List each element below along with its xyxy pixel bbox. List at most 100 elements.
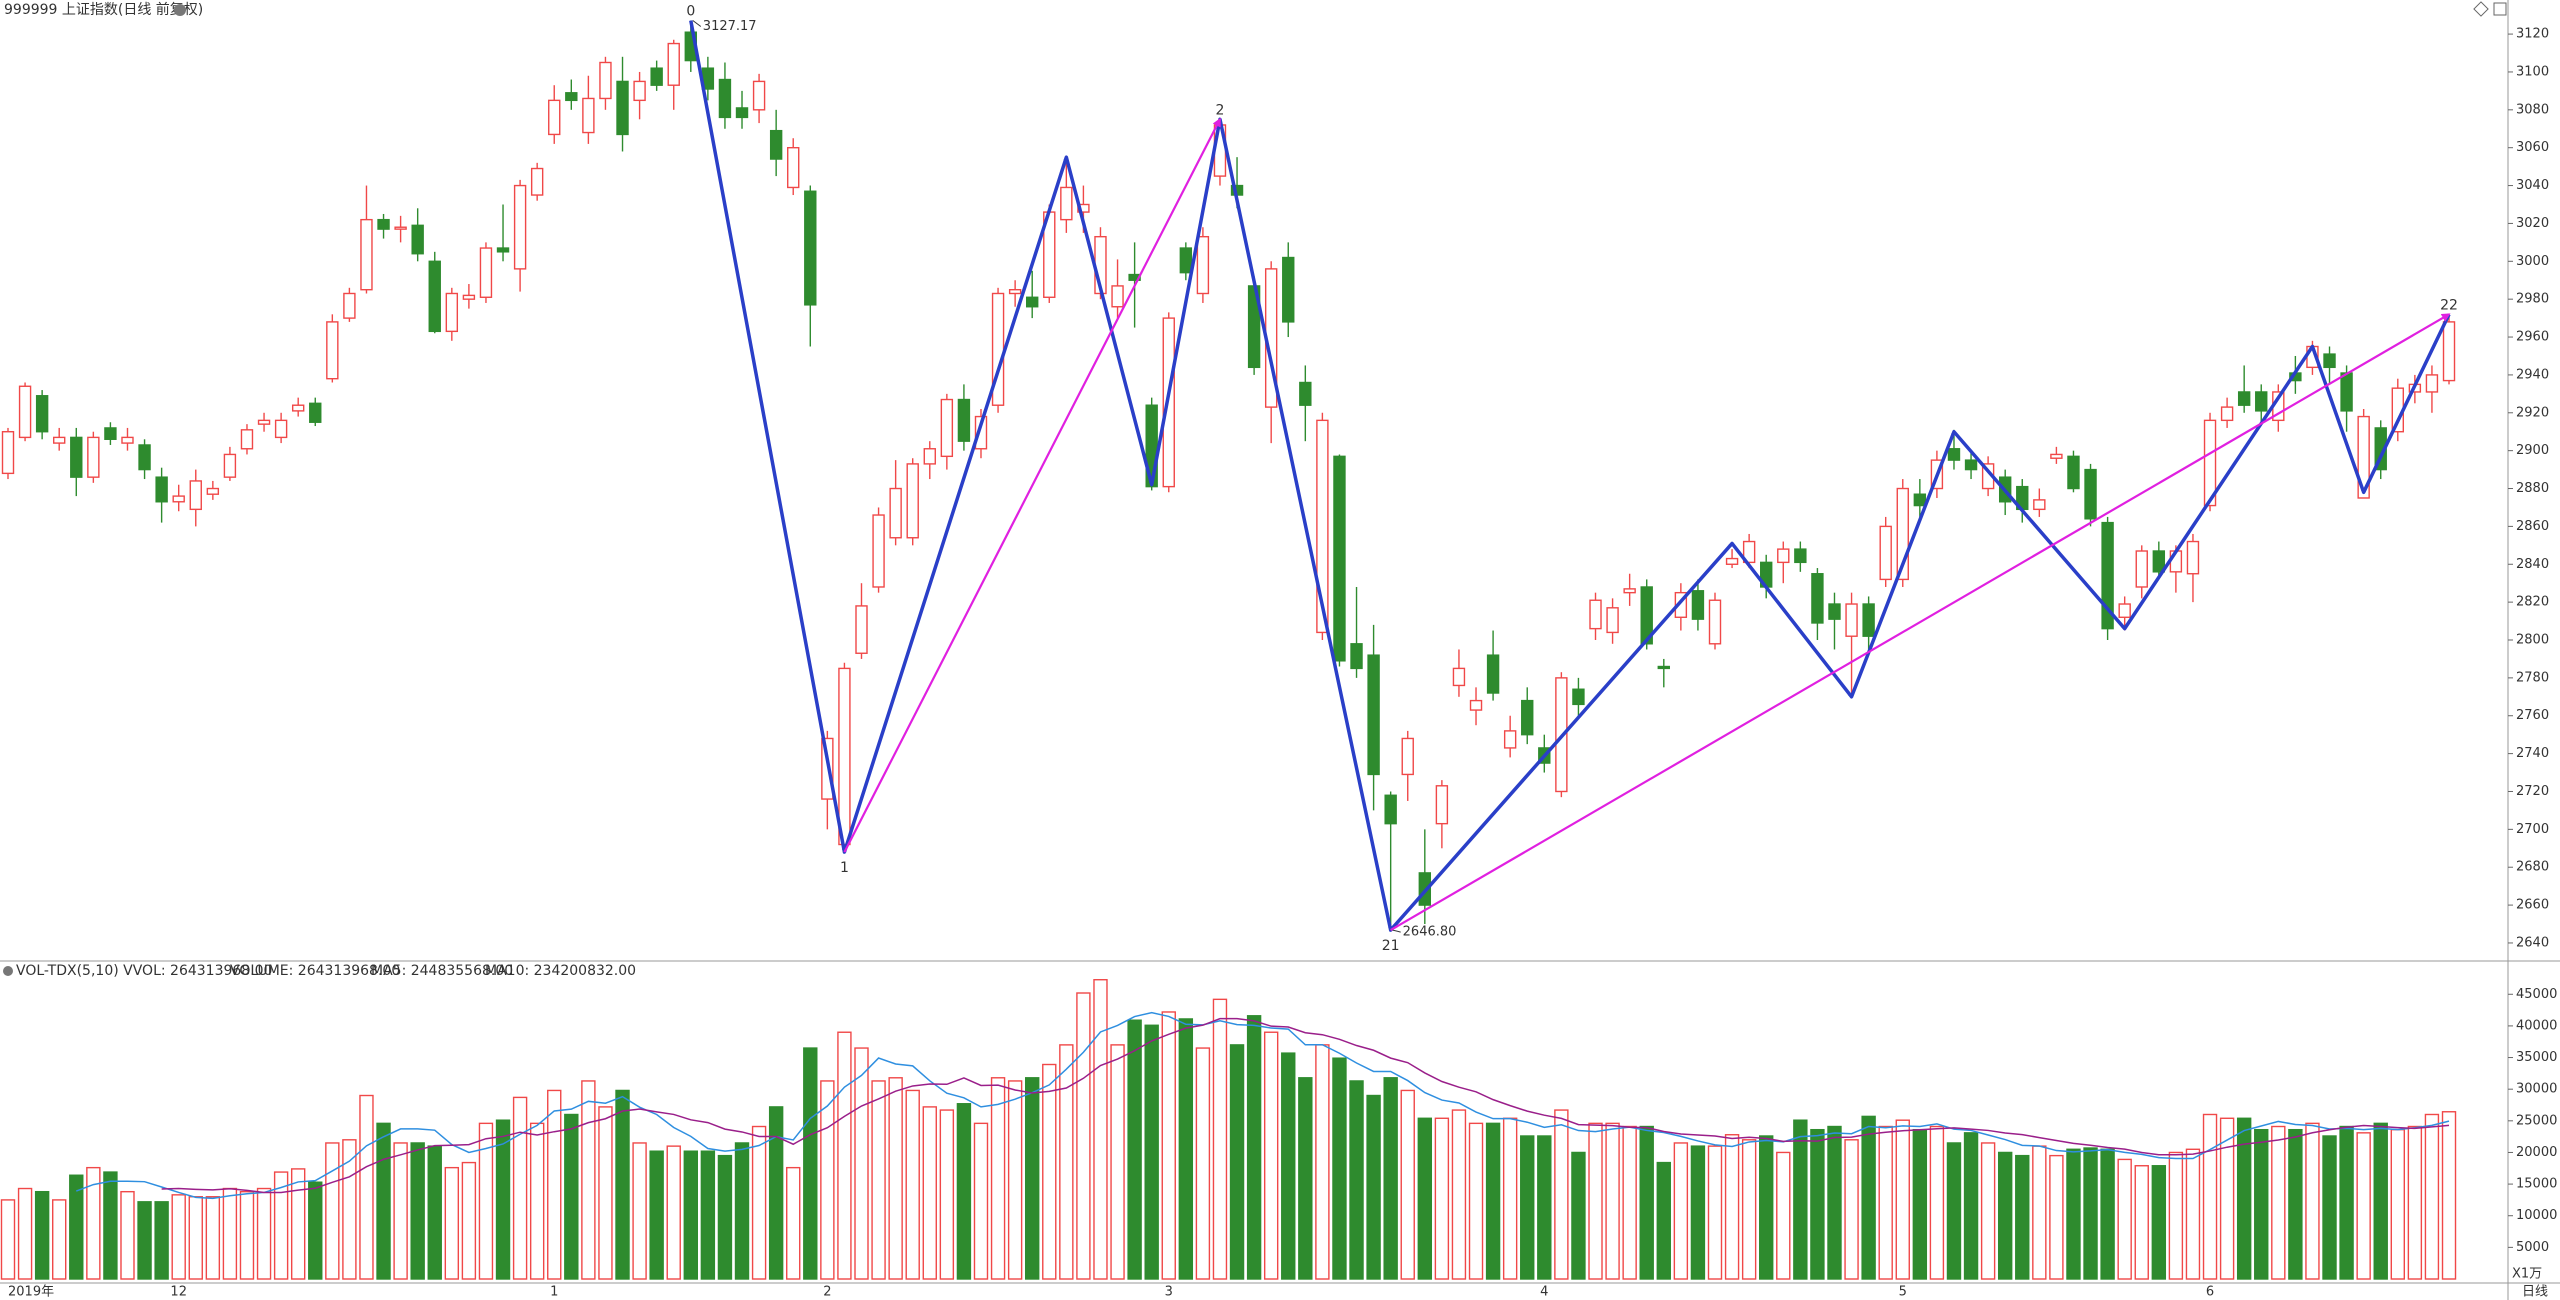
volume-bar [512,1096,528,1280]
candle-body [1862,603,1875,637]
indicator-label: VOL-TDX(5,10) VVOL: 264313968.00 [16,963,272,979]
volume-bar [939,1109,955,1280]
candle-body [582,97,595,134]
volume-bar [837,1031,852,1280]
indicator-label: MA5: 244835568.00 [371,963,513,979]
y-tick-label: 3020 [2516,216,2549,231]
candle-body [2237,391,2251,406]
volume-bar [2100,1148,2115,1280]
candle-body [1828,603,1841,620]
candle-body [1316,419,1329,634]
volume-bar [1451,1109,1467,1280]
candle-body [206,487,220,495]
indicator-label: VOLUME: 264313968.00 [230,963,400,979]
volume-bar [290,1168,306,1280]
volume-bar [564,1113,579,1280]
volume-bar [2083,1147,2098,1280]
y-tick-label: 3060 [2516,140,2549,155]
candle-body [650,67,663,86]
volume-bar [803,1047,818,1280]
volume-bar [1161,1011,1176,1280]
pivot-label: 1 [840,860,849,876]
volume-bar [2254,1128,2269,1280]
candle-body [2186,540,2200,575]
candle-body [155,476,168,503]
volume-bar [1895,1119,1910,1280]
candle-body [838,667,851,846]
volume-bar [2015,1154,2030,1280]
y-tick-label: 3040 [2516,178,2549,193]
period-label: 日线 [2522,1285,2548,1300]
volume-bar [2134,1165,2149,1280]
candle-body [1674,591,1688,618]
volume-bar [1810,1128,1825,1280]
y-tick-label: 2920 [2516,405,2549,420]
volume-bar [700,1150,716,1280]
y-tick-label: 5000 [2516,1240,2549,1255]
candle-body [326,321,339,380]
candle-body [1008,289,1022,295]
y-tick-label: 45000 [2516,987,2557,1002]
y-tick-label: 35000 [2516,1050,2557,1065]
volume-bar [239,1190,255,1280]
candle-body [2357,415,2370,499]
volume-bar [325,1142,340,1280]
candle-body [752,80,766,111]
candle-body [1333,455,1346,662]
volume-bar [205,1196,221,1280]
volume-bar [1468,1122,1484,1280]
x-tick-label: 2019年 [8,1285,54,1300]
candle-body [2220,406,2234,422]
volume-ma5 [76,1011,2450,1200]
volume-bar [2236,1117,2252,1280]
window-button[interactable] [2493,2,2507,16]
volume-bar [1366,1094,1381,1280]
volume-bar [2202,1113,2218,1280]
volume-ma10 [161,1017,2450,1194]
candle-body [35,395,49,433]
candle-body [2118,603,2131,618]
y-tick-label: 15000 [2516,1177,2557,1192]
candle-body [940,398,954,458]
pivot-label: 2 [1216,102,1225,118]
candle-body [974,415,988,450]
volume-bar [171,1194,186,1280]
x-tick-label: 3 [1165,1285,1173,1300]
volume-bar [1383,1077,1398,1280]
volume-bar [990,1077,1006,1280]
volume-bar [427,1145,442,1280]
candle-body [855,605,868,654]
candle-body [804,190,817,306]
candle-body [1794,548,1807,564]
candle-body [1708,599,1722,645]
candle-body [616,80,629,136]
volume-bar [1024,1077,1040,1280]
volume-bar [1195,1047,1211,1280]
candle-body [513,184,527,270]
candle-body [428,260,441,333]
volume-bar [1673,1142,1689,1280]
candle-body [138,444,151,471]
extreme-pointer [692,20,702,27]
volume-bar [256,1187,272,1280]
volume-bar [52,1199,67,1280]
extreme-label: 3127.17 [703,19,757,34]
volume-bar [2390,1128,2406,1280]
volume-bar [1827,1125,1842,1280]
volume-bar [2322,1135,2337,1280]
candle-body [189,480,202,511]
candle-body [343,292,356,319]
volume-bar [2185,1148,2201,1280]
volume-bar [154,1201,169,1280]
window-button[interactable] [2473,1,2489,17]
indicator-icon[interactable] [3,966,13,976]
volume-bar [1246,1015,1262,1280]
volume-bar [1076,992,1091,1280]
volume-bar [1520,1135,1535,1280]
volume-bar [632,1142,647,1280]
title-icon[interactable] [174,4,186,16]
y-tick-label: 2680 [2516,860,2549,875]
candle-body [2084,468,2097,520]
volume-bar [2049,1154,2064,1280]
volume-bar [1656,1161,1671,1280]
